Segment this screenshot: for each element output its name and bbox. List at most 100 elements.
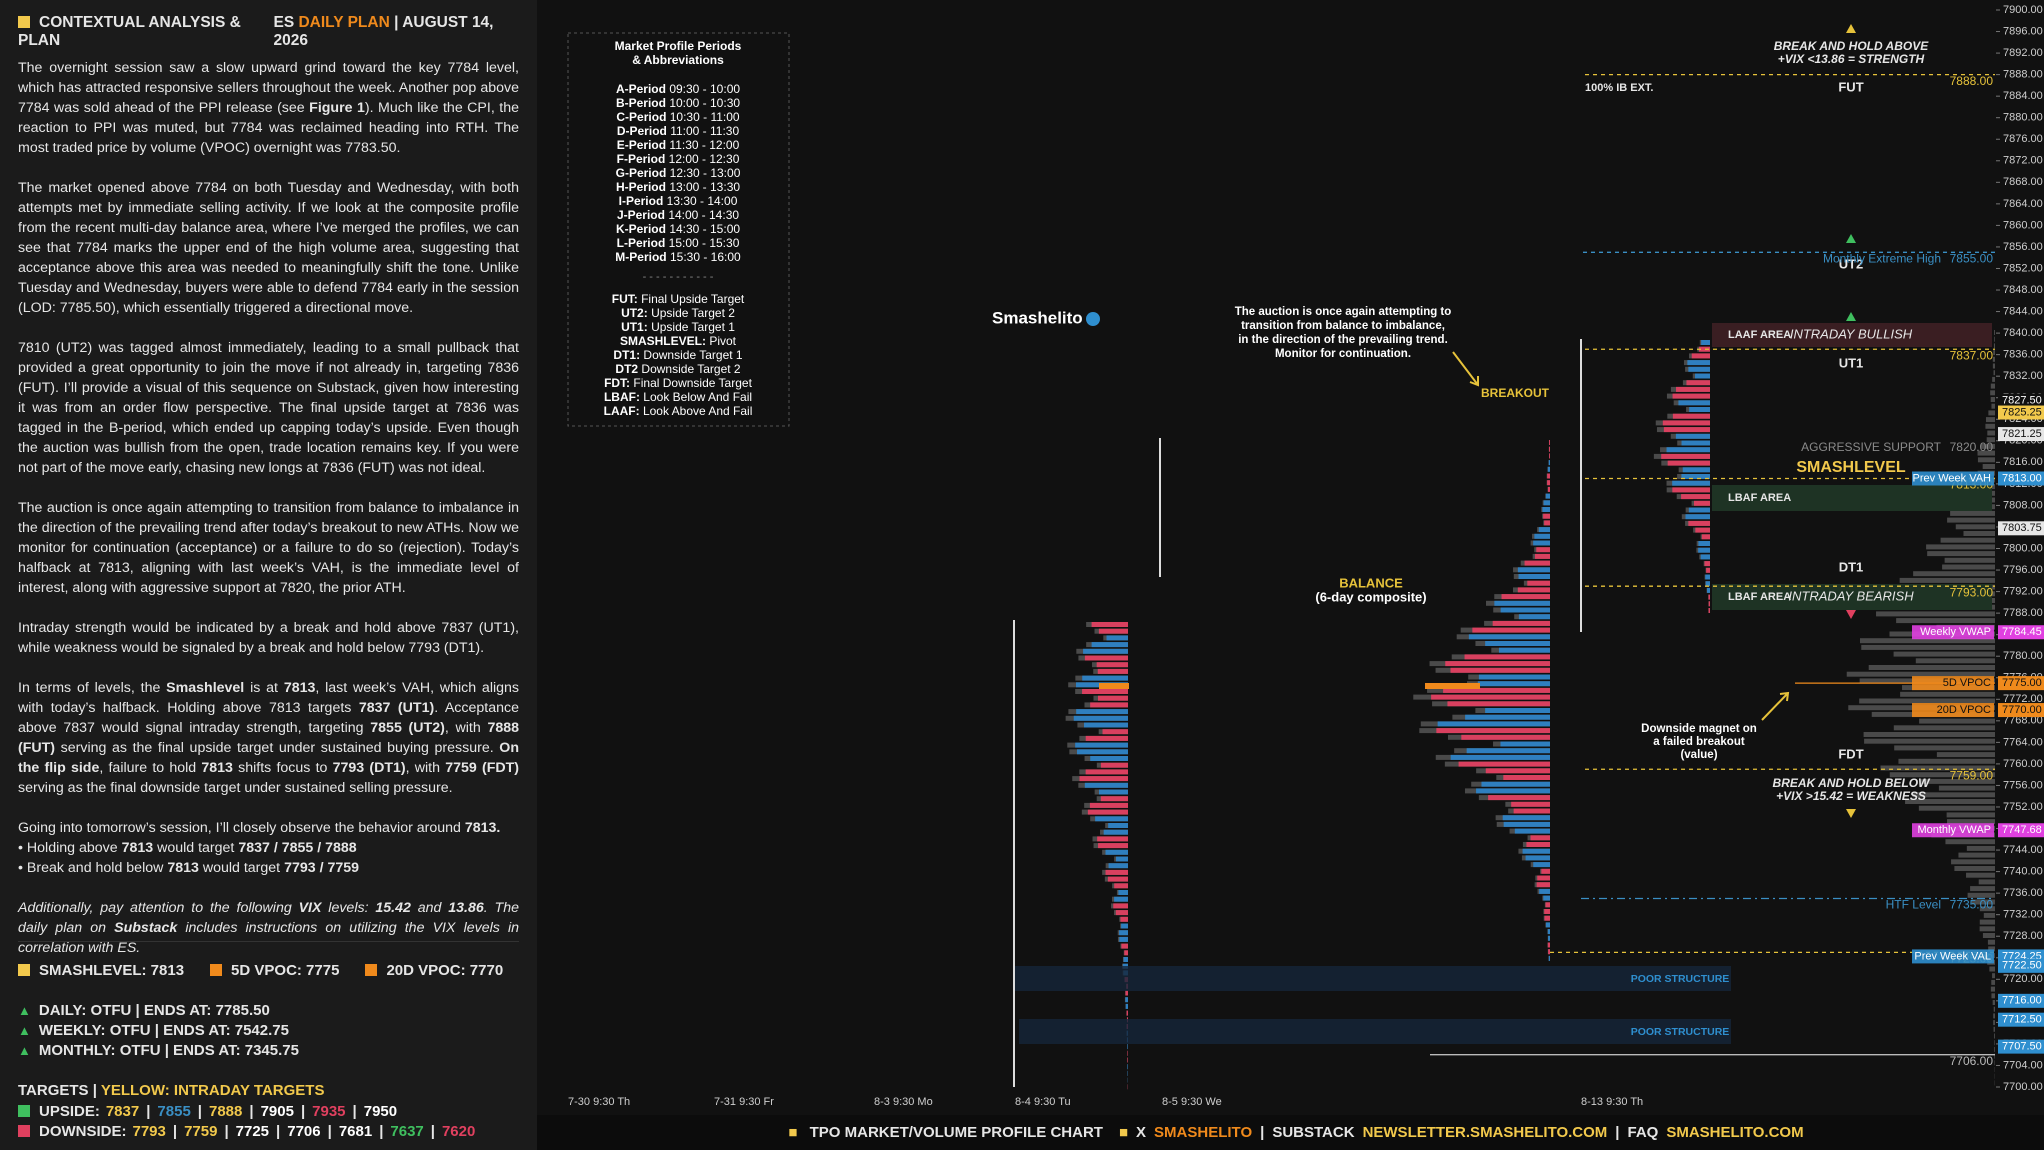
profile-bar [1082, 675, 1128, 681]
profile-bar [1118, 890, 1128, 895]
y-tick-label: 7832.00 [2003, 370, 2043, 382]
poor-structure-zone [1019, 1019, 1731, 1044]
profile-bar [1689, 407, 1710, 412]
profile-bar [1990, 383, 1995, 389]
x-tick-label: 7-30 9:30 Th [568, 1096, 630, 1108]
zone-label: POOR STRUCTURE [1631, 973, 1730, 985]
y-tick-label: 7788.00 [2003, 607, 2043, 619]
profile-bar [1876, 611, 1995, 617]
profile-bar [1982, 933, 1995, 938]
y-tick-label: 7752.00 [2003, 801, 2043, 813]
legend-box [567, 32, 790, 427]
profile-bar [1127, 1057, 1128, 1063]
profile-bar [1672, 487, 1710, 493]
profile-bar [1547, 486, 1550, 492]
y-tick-label: 7868.00 [2003, 176, 2043, 188]
profile-bar [1125, 990, 1128, 996]
bold-run: 13.86 [448, 900, 484, 916]
zone-label: UT1 [1839, 355, 1864, 370]
profile-bar [1126, 1010, 1128, 1016]
market: ES [273, 14, 295, 31]
profile-bar [1115, 856, 1128, 862]
lbaf-zone [1712, 584, 1992, 610]
x-tick-label: 7-31 9:30 Fr [714, 1096, 774, 1108]
profile-bar [1517, 567, 1550, 573]
y-tick-label: 7892.00 [2003, 47, 2043, 59]
bold-run: 7759 (FDT) [445, 760, 519, 776]
bold-run: 7813 [121, 840, 154, 856]
profile-bar [1548, 460, 1550, 466]
text-run: , with [444, 720, 488, 736]
text-run: , with [405, 760, 446, 776]
legend-desc: 13:30 - 14:00 [667, 194, 738, 208]
legend-desc: 10:00 - 10:30 [669, 96, 740, 110]
y-tick-label: 7880.00 [2003, 112, 2043, 124]
profile-bar [1119, 930, 1128, 936]
profile-bar [1547, 929, 1550, 935]
tag-name: Monthly VWAP [1917, 824, 1991, 836]
profile-bar [1979, 926, 1995, 932]
trend-icon: ▲ [18, 1043, 31, 1058]
annotation: The auction is once again attempting to t… [1235, 306, 1452, 360]
profile-bar [1084, 655, 1128, 661]
profile-bar [1987, 939, 1995, 945]
price-tag-label: 7770.00 [2002, 704, 2042, 716]
up-arrow [1846, 234, 1856, 243]
profile-bar [1127, 1064, 1128, 1070]
swatch [365, 964, 378, 976]
profile-bar [1539, 888, 1550, 894]
price-tag-label: 7716.00 [2002, 995, 2042, 1007]
profile-bar [1097, 836, 1128, 842]
level-name: HTF Level [1886, 898, 1941, 912]
profile-bar [1707, 587, 1710, 593]
key-level: SMASHLEVEL: 7813 [18, 962, 184, 979]
profile-bar [1500, 607, 1550, 613]
targets-label: TARGETS [18, 1082, 89, 1099]
separator: | [276, 1123, 281, 1140]
text-run: would target [153, 840, 239, 856]
profile-bar [1103, 829, 1128, 835]
text-run: includes instructions on utilizing the V… [18, 920, 519, 956]
target-value: 7725 [235, 1123, 270, 1140]
profile-bar [1431, 694, 1550, 700]
profile-bar [1548, 949, 1550, 955]
profile-bar [1087, 809, 1128, 815]
profile-bar [1986, 437, 1995, 443]
text-run: 7810 (UT2) was tagged almost immediately… [18, 340, 519, 476]
paragraph: The market opened above 7784 on both Tue… [18, 178, 519, 318]
level-label: 7837.00 [1950, 348, 1994, 362]
date: AUGUST 14, 2026 [273, 14, 494, 49]
paragraph: Intraday strength would be indicated by … [18, 618, 519, 658]
line: Intraday strength would be indicated by … [18, 618, 519, 658]
profile-bar [1988, 946, 1995, 952]
profile-bar [1994, 1040, 1995, 1046]
legend-entry: B-Period 10:00 - 10:30 [616, 96, 740, 110]
profile-bar [1993, 370, 1995, 376]
text-run: shifts focus to [232, 760, 333, 776]
profile-bar [1899, 577, 1995, 583]
text-run: Going into tomorrow’s session, I’ll clos… [18, 820, 465, 836]
trend-icon: ▲ [18, 1003, 31, 1018]
paragraph: Additionally, pay attention to the follo… [18, 898, 519, 958]
legend-key: UT2: [621, 306, 648, 320]
profile-bar [1682, 467, 1710, 473]
arrow [1761, 691, 1790, 721]
legend-desc: Final Downside Target [633, 376, 752, 390]
profile-bar [1912, 792, 1995, 798]
key-level-text: 5D VPOC: 7775 [231, 962, 340, 979]
profile-bar [1077, 749, 1128, 755]
profile-bar [1544, 520, 1550, 526]
profile-bar [1993, 350, 1995, 356]
y-tick-label: 7772.00 [2003, 693, 2043, 705]
profile-bar [1526, 842, 1550, 847]
profile-bar [1992, 1000, 1995, 1005]
profile-bar [1893, 725, 1995, 731]
trend-text: DAILY: OTFU | ENDS AT: 7785.50 [38, 1002, 270, 1019]
profile-bar [1693, 500, 1710, 506]
level-label: 7735.00 [1950, 898, 1994, 912]
zone-label: DT1 [1839, 559, 1864, 574]
profile-bar [1708, 594, 1710, 600]
profile-bar [1947, 819, 1995, 825]
x-tick-label: 8-5 9:30 We [1162, 1096, 1222, 1108]
profile-bar [1994, 1060, 1995, 1066]
